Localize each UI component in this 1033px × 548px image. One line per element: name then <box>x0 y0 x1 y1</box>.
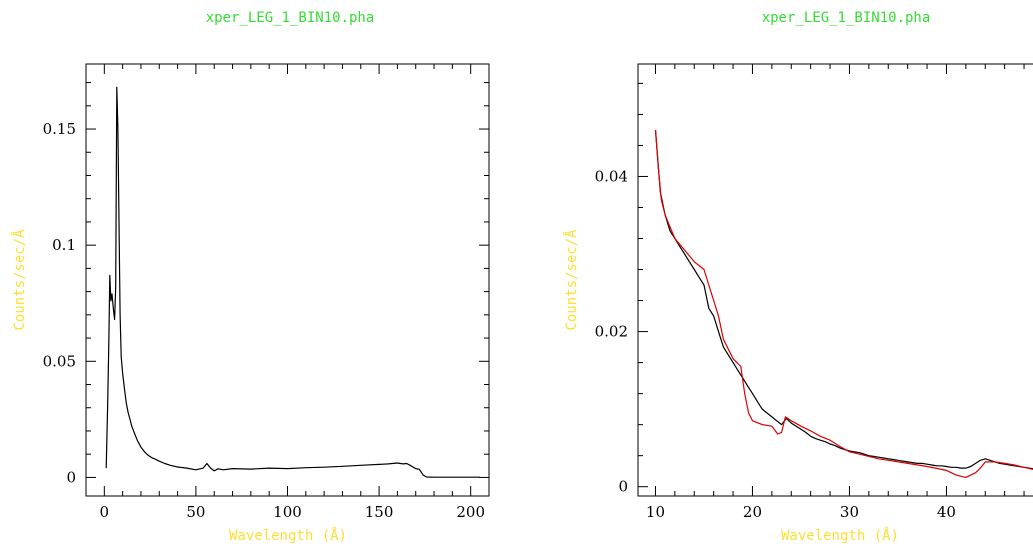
tick-layer: 102030405000.020.04 <box>595 64 1025 521</box>
y-tick-label: 0.15 <box>43 120 76 138</box>
x-tick-label: 30 <box>840 503 859 521</box>
y-tick-label: 0 <box>618 478 628 496</box>
x-tick-label: 200 <box>456 503 485 521</box>
chart-title: xper_LEG_1_BIN10.pha <box>762 10 931 26</box>
plot-frame <box>85 63 490 497</box>
series-layer <box>105 86 480 478</box>
y-axis-label: Counts/sec/Å <box>563 229 580 331</box>
y-tick-label: 0.02 <box>595 323 628 341</box>
y-tick-label: 0.05 <box>43 352 76 370</box>
x-tick-label: 10 <box>646 503 665 521</box>
x-tick-label: 150 <box>365 503 394 521</box>
series-line-2 <box>654 129 1033 478</box>
x-tick-label: 50 <box>186 503 205 521</box>
y-tick-label: 0.04 <box>595 167 628 185</box>
chart-right: xper_LEG_1_BIN10.pha 102030405000.020.04… <box>563 10 1033 544</box>
y-axis-label: Counts/sec/Å <box>11 229 28 331</box>
tick-layer: 0 50 100 150 200 0 0.05 0.1 0.15 <box>43 64 490 521</box>
x-tick-label: 20 <box>743 503 762 521</box>
chart-left: xper_LEG_1_BIN10.pha 0 50 100 150 200 0 0.05 0.… <box>11 10 490 544</box>
series-layer <box>654 129 1033 478</box>
chart-title: xper_LEG_1_BIN10.pha <box>206 10 375 26</box>
y-tick-label: 0.1 <box>52 236 76 254</box>
x-tick-label: 0 <box>100 503 110 521</box>
x-axis-label: Wavelength (Å) <box>781 527 899 544</box>
x-axis-label: Wavelength (Å) <box>229 527 347 544</box>
plot-frame <box>637 63 1033 497</box>
y-tick-label: 0 <box>66 468 76 486</box>
series-line-1 <box>105 86 480 478</box>
x-tick-label: 100 <box>273 503 302 521</box>
x-tick-label: 40 <box>937 503 956 521</box>
series-line-1 <box>654 129 1033 470</box>
